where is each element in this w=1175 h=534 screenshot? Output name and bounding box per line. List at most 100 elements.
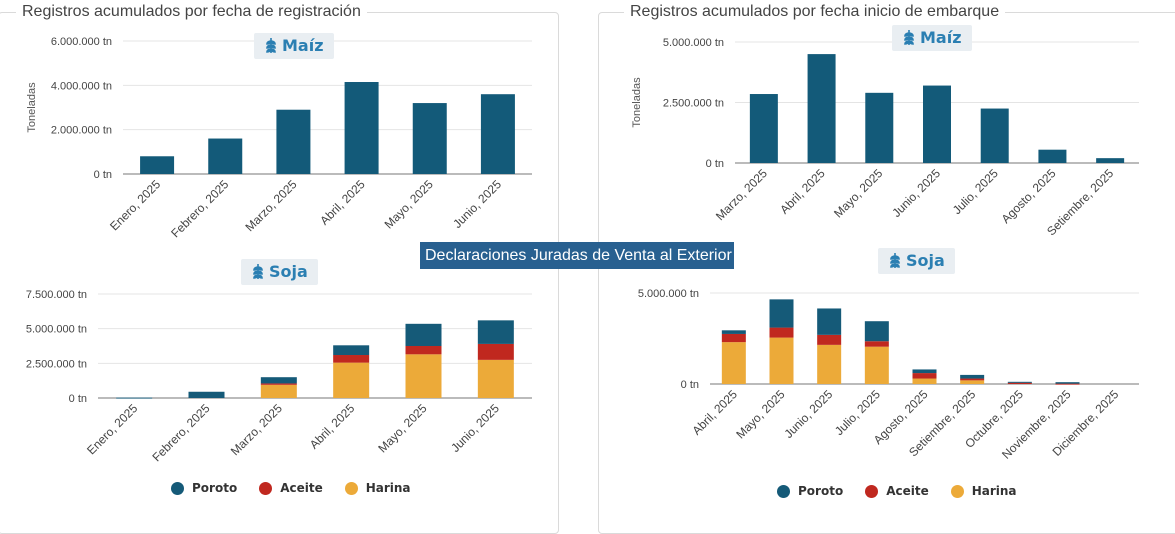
x-tick-label: Febrero, 2025	[168, 177, 231, 240]
bar-poroto	[721, 330, 746, 334]
grain-icon	[890, 253, 900, 268]
grain-icon	[253, 264, 263, 279]
x-tick-label: Abril, 2025	[777, 166, 828, 217]
bar-poroto	[405, 323, 442, 346]
chart-maiz-embarque: 0 tn 2.500.000 tn 5.000.000 tn Toneladas Mar…	[631, 37, 1139, 238]
x-tick-label: Julio, 2025	[950, 166, 1001, 217]
y-tick-label: 0 tn	[94, 169, 112, 181]
x-tick-label: Junio, 2025	[889, 166, 943, 220]
badge-label: Soja	[269, 262, 308, 281]
legend-dot-harina	[950, 484, 964, 498]
legend-soja-right: Poroto Aceite Harina	[777, 484, 1017, 498]
x-tick-label: Marzo, 2025	[242, 177, 299, 234]
bar	[208, 138, 243, 174]
x-tick-label: Junio, 2025	[448, 401, 502, 455]
legend-item-aceite[interactable]: Aceite	[259, 481, 323, 495]
x-tick-label: Abril, 2025	[317, 177, 368, 228]
bar-poroto	[260, 377, 297, 384]
section-banner: Declaraciones Juradas de Venta al Exteri…	[420, 242, 734, 269]
bar-aceite	[1055, 383, 1080, 385]
panel-title-embarque: Registros acumulados por fecha inicio de…	[624, 3, 1006, 21]
legend-dot-poroto	[777, 484, 790, 498]
bar-aceite	[333, 355, 370, 363]
bar-aceite	[405, 346, 442, 355]
y-tick-label: 0 tn	[681, 379, 699, 391]
bar	[344, 82, 379, 174]
badge-maiz-right: Maíz	[892, 25, 972, 51]
bar-aceite	[817, 334, 842, 345]
bar-poroto	[333, 345, 370, 356]
bar	[807, 54, 836, 163]
badge-label: Soja	[906, 251, 945, 270]
bar-aceite	[912, 373, 937, 379]
legend-dot-harina	[344, 481, 358, 495]
bar	[923, 85, 951, 163]
x-tick-label: Julio, 2025	[832, 387, 883, 438]
bar-aceite	[864, 341, 889, 347]
bar-aceite	[1007, 382, 1032, 384]
bar-aceite	[477, 343, 514, 360]
x-tick-label: Junio, 2025	[782, 387, 836, 441]
bar-harina	[405, 354, 442, 398]
legend-item-aceite[interactable]: Aceite	[865, 484, 929, 498]
bar	[412, 103, 447, 174]
legend-item-poroto[interactable]: Poroto	[171, 481, 237, 495]
badge-label: Maíz	[920, 28, 962, 47]
bar-harina	[721, 342, 746, 384]
bar-poroto	[912, 369, 937, 374]
bar	[865, 92, 894, 163]
bar-aceite	[960, 378, 985, 381]
grain-icon	[904, 30, 914, 45]
x-tick-label: Enero, 2025	[84, 401, 140, 457]
bar	[480, 94, 515, 174]
legend-dot-aceite	[259, 481, 273, 495]
badge-maiz-left: Maíz	[254, 33, 334, 59]
x-tick-label: Junio, 2025	[450, 177, 504, 231]
grain-icon	[266, 38, 276, 53]
y-tick-label: 0 tn	[69, 393, 87, 405]
y-tick-label: 5.000.000 tn	[663, 37, 724, 49]
x-tick-label: Enero, 2025	[107, 177, 163, 233]
panel-title-registracion: Registros acumulados por fecha de regist…	[16, 3, 367, 21]
bar-poroto	[864, 321, 889, 342]
bar	[276, 109, 311, 174]
bar-harina	[477, 359, 514, 398]
legend-dot-poroto	[171, 481, 184, 495]
y-axis-title: Toneladas	[26, 82, 38, 133]
bar-harina	[912, 378, 937, 384]
bar-poroto	[188, 391, 225, 398]
x-tick-label: Abril, 2025	[307, 401, 358, 452]
y-axis-title: Toneladas	[631, 77, 643, 128]
legend-label: Harina	[365, 481, 411, 495]
badge-soja-left: Soja	[241, 259, 318, 285]
bar-poroto	[960, 374, 985, 379]
legend-label: Harina	[971, 484, 1017, 498]
chart-maiz-registracion: 0 tn 2.000.000 tn 4.000.000 tn 6.000.000 tn…	[26, 36, 532, 240]
y-tick-label: 2.500.000 tn	[26, 358, 87, 370]
y-tick-label: 4.000.000 tn	[51, 80, 112, 92]
legend-soja-left: Poroto Aceite Harina	[171, 481, 411, 495]
badge-label: Maíz	[282, 36, 324, 55]
legend-item-harina[interactable]: Harina	[950, 484, 1017, 498]
y-tick-label: 5.000.000 tn	[638, 288, 699, 300]
bar-harina	[817, 344, 842, 384]
x-tick-label: Mayo, 2025	[382, 177, 436, 231]
bar-poroto	[1007, 381, 1032, 383]
bar-harina	[960, 380, 985, 384]
bar-harina	[769, 337, 794, 384]
legend-label: Poroto	[192, 481, 238, 495]
bar-poroto	[769, 299, 794, 328]
bar-aceite	[769, 327, 794, 338]
x-tick-label: Agosto, 2025	[999, 166, 1059, 226]
x-tick-label: Febrero, 2025	[149, 401, 212, 464]
bar-poroto	[477, 320, 514, 344]
legend-item-poroto[interactable]: Poroto	[777, 484, 843, 498]
y-tick-label: 7.500.000 tn	[26, 289, 87, 301]
bar-harina	[864, 346, 889, 384]
legend-label: Poroto	[798, 484, 844, 498]
legend-item-harina[interactable]: Harina	[344, 481, 411, 495]
y-tick-label: 2.500.000 tn	[663, 98, 724, 110]
x-tick-label: Marzo, 2025	[713, 166, 770, 223]
y-tick-label: 2.000.000 tn	[51, 125, 112, 137]
